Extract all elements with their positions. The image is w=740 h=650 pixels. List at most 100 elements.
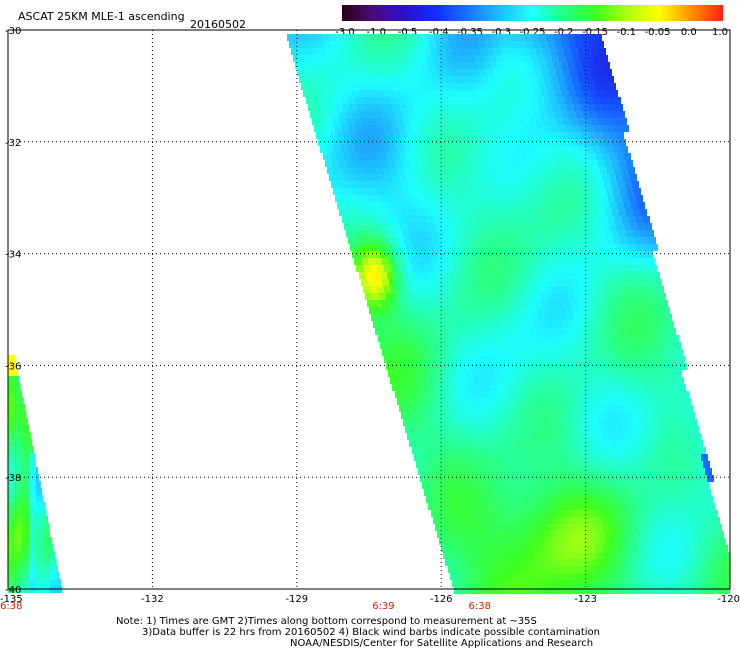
- swath-cell: [667, 482, 674, 489]
- swath-cell: [609, 475, 616, 482]
- swath-cell: [654, 440, 661, 447]
- swath-cell: [501, 258, 508, 265]
- swath-cell: [525, 384, 532, 391]
- swath-cell: [8, 453, 15, 460]
- swath-cell: [518, 335, 525, 342]
- swath-cell: [682, 531, 689, 538]
- swath-cell: [584, 370, 591, 377]
- swath-cell: [452, 559, 459, 566]
- swath-cell: [507, 139, 514, 146]
- swath-cell: [493, 391, 500, 398]
- swath-cell: [517, 496, 524, 503]
- swath-cell: [477, 223, 484, 230]
- swath-cell: [589, 503, 596, 510]
- swath-cell: [376, 237, 383, 244]
- swath-cell: [483, 104, 490, 111]
- swath-cell: [486, 69, 493, 76]
- swath-cell: [682, 440, 689, 447]
- swath-cell: [495, 538, 502, 545]
- swath-cell: [468, 587, 475, 594]
- swath-cell: [345, 41, 352, 48]
- swath-cell: [595, 174, 602, 181]
- swath-cell: [456, 202, 463, 209]
- swath-cell: [548, 111, 555, 118]
- swath-cell: [654, 461, 661, 468]
- swath-cell: [433, 216, 440, 223]
- swath-cell: [529, 559, 536, 566]
- swath-cell: [698, 538, 705, 545]
- swath-cell: [338, 41, 345, 48]
- swath-cell: [578, 559, 585, 566]
- swath-cell: [677, 377, 684, 384]
- swath-cell: [43, 537, 50, 544]
- swath-cell: [485, 321, 492, 328]
- swath-cell: [530, 538, 537, 545]
- swath-cell: [424, 279, 431, 286]
- swath-cell: [503, 447, 510, 454]
- swath-cell: [707, 566, 714, 573]
- swath-cell: [482, 55, 489, 62]
- swath-cell: [475, 195, 482, 202]
- swath-cell: [460, 237, 467, 244]
- swath-cell: [294, 34, 301, 41]
- swath-cell: [509, 167, 516, 174]
- swath-cell: [561, 454, 568, 461]
- swath-cell: [474, 76, 481, 83]
- swath-cell: [575, 454, 582, 461]
- swath-cell: [511, 475, 518, 482]
- swath-cell: [508, 279, 515, 286]
- swath-cell: [670, 377, 677, 384]
- swath-cell: [575, 433, 582, 440]
- swath-cell: [407, 62, 414, 69]
- swath-cell: [484, 202, 491, 209]
- swath-cell: [654, 300, 661, 307]
- swath-cell: [581, 384, 588, 391]
- swath-cell: [522, 349, 529, 356]
- swath-cell: [513, 482, 520, 489]
- swath-cell: [590, 342, 597, 349]
- swath-cell: [561, 62, 568, 69]
- swath-cell: [402, 300, 409, 307]
- swath-cell: [571, 328, 578, 335]
- swath-cell: [351, 202, 358, 209]
- swath-cell: [544, 76, 551, 83]
- swath-cell: [471, 181, 478, 188]
- swath-cell: [468, 356, 475, 363]
- swath-cell: [430, 69, 437, 76]
- swath-cell: [610, 223, 617, 230]
- swath-cell: [572, 398, 579, 405]
- swath-cell: [614, 146, 621, 153]
- swath-cell: [15, 446, 22, 453]
- swath-cell: [567, 314, 574, 321]
- swath-cell: [341, 167, 348, 174]
- swath-cell: [484, 433, 491, 440]
- swath-cell: [568, 293, 575, 300]
- swath-cell: [587, 496, 594, 503]
- swath-cell: [512, 153, 519, 160]
- swath-cell: [456, 524, 463, 531]
- swath-cell: [487, 328, 494, 335]
- swath-cell: [471, 412, 478, 419]
- swath-cell: [375, 48, 382, 55]
- swath-cell: [541, 573, 548, 580]
- swath-cell: [353, 69, 360, 76]
- swath-cell: [463, 293, 470, 300]
- swath-cell: [528, 139, 535, 146]
- swath-cell: [494, 419, 501, 426]
- swath-cell: [444, 69, 451, 76]
- swath-cell: [590, 181, 597, 188]
- swath-cell: [411, 307, 418, 314]
- swath-cell: [577, 209, 584, 216]
- swath-cell: [595, 104, 602, 111]
- swath-cell: [29, 516, 36, 523]
- swath-cell: [402, 209, 409, 216]
- swath-cell: [648, 349, 655, 356]
- swath-cell: [533, 132, 540, 139]
- swath-cell: [479, 69, 486, 76]
- swath-cell: [322, 34, 329, 41]
- swath-cell: [609, 405, 616, 412]
- swath-cell: [448, 244, 455, 251]
- swath-cell: [446, 538, 453, 545]
- swath-cell: [43, 509, 47, 516]
- swath-cell: [460, 468, 467, 475]
